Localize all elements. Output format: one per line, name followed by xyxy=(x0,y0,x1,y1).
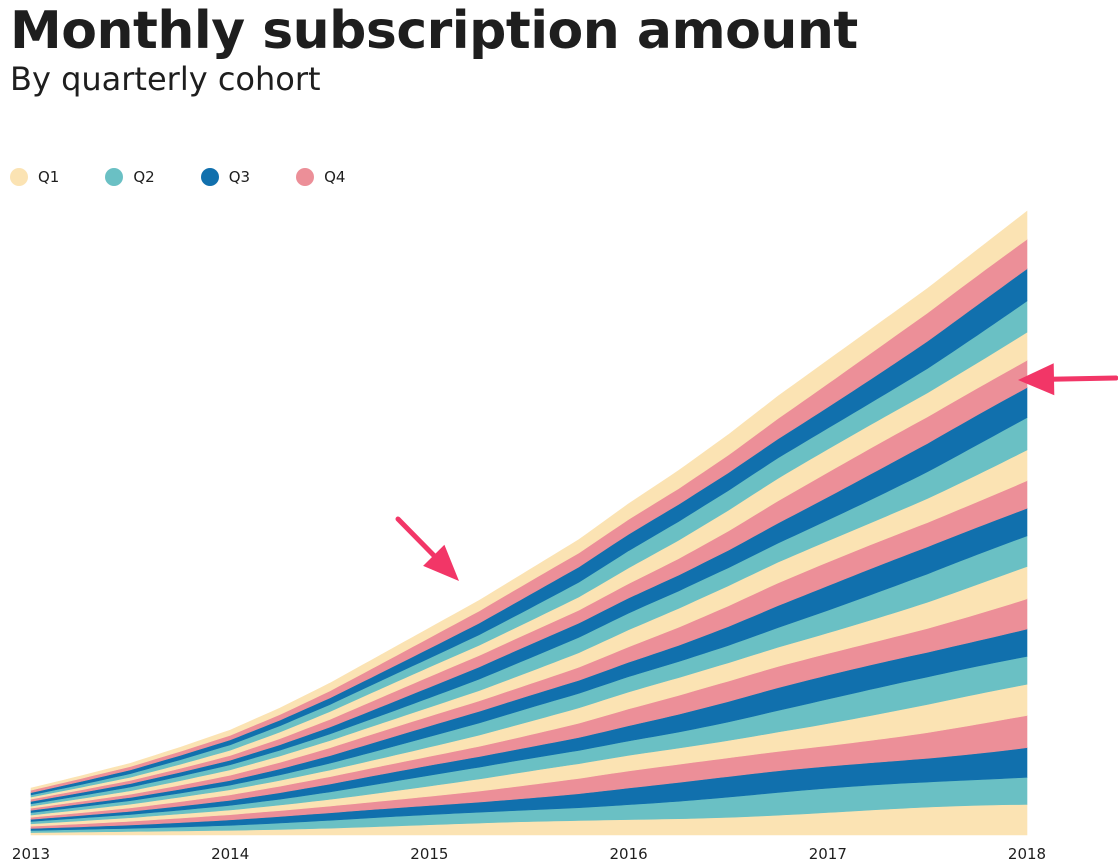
legend-swatch-q4 xyxy=(296,168,315,186)
legend-label-q2: Q2 xyxy=(133,168,155,186)
chart-title: Monthly subscription amount xyxy=(10,1,858,61)
legend-swatch-q1 xyxy=(10,168,28,186)
arrow-2015-annotation xyxy=(395,516,459,581)
legend-label-q3: Q3 xyxy=(228,168,251,186)
x-tick-label: 2013 xyxy=(12,845,50,863)
x-tick-label: 2016 xyxy=(610,845,648,863)
legend: Q1 Q2 Q3 Q4 xyxy=(10,164,391,190)
chart-subtitle: By quarterly cohort xyxy=(10,60,321,98)
legend-swatch-q2 xyxy=(105,168,124,186)
x-tick-label: 2015 xyxy=(410,845,448,863)
legend-swatch-q3 xyxy=(200,168,219,186)
legend-label-q1: Q1 xyxy=(38,168,60,186)
x-tick-label: 2017 xyxy=(809,845,847,863)
x-axis-ticks: 2013 2014 2015 2016 2017 2018 xyxy=(12,845,1046,863)
cohort-area-21 xyxy=(30,210,1028,791)
legend-item-q1: Q1 xyxy=(10,168,59,186)
arrow-2018-annotation xyxy=(1018,363,1118,396)
cohort-areas xyxy=(30,210,1028,836)
legend-item-q3: Q3 xyxy=(200,168,251,186)
legend-item-q4: Q4 xyxy=(296,168,345,186)
legend-label-q4: Q4 xyxy=(324,168,346,186)
x-tick-label: 2014 xyxy=(211,845,249,863)
annotation-arrows xyxy=(395,363,1118,581)
legend-item-q2: Q2 xyxy=(105,168,155,186)
x-tick-label: 2018 xyxy=(1008,845,1046,863)
